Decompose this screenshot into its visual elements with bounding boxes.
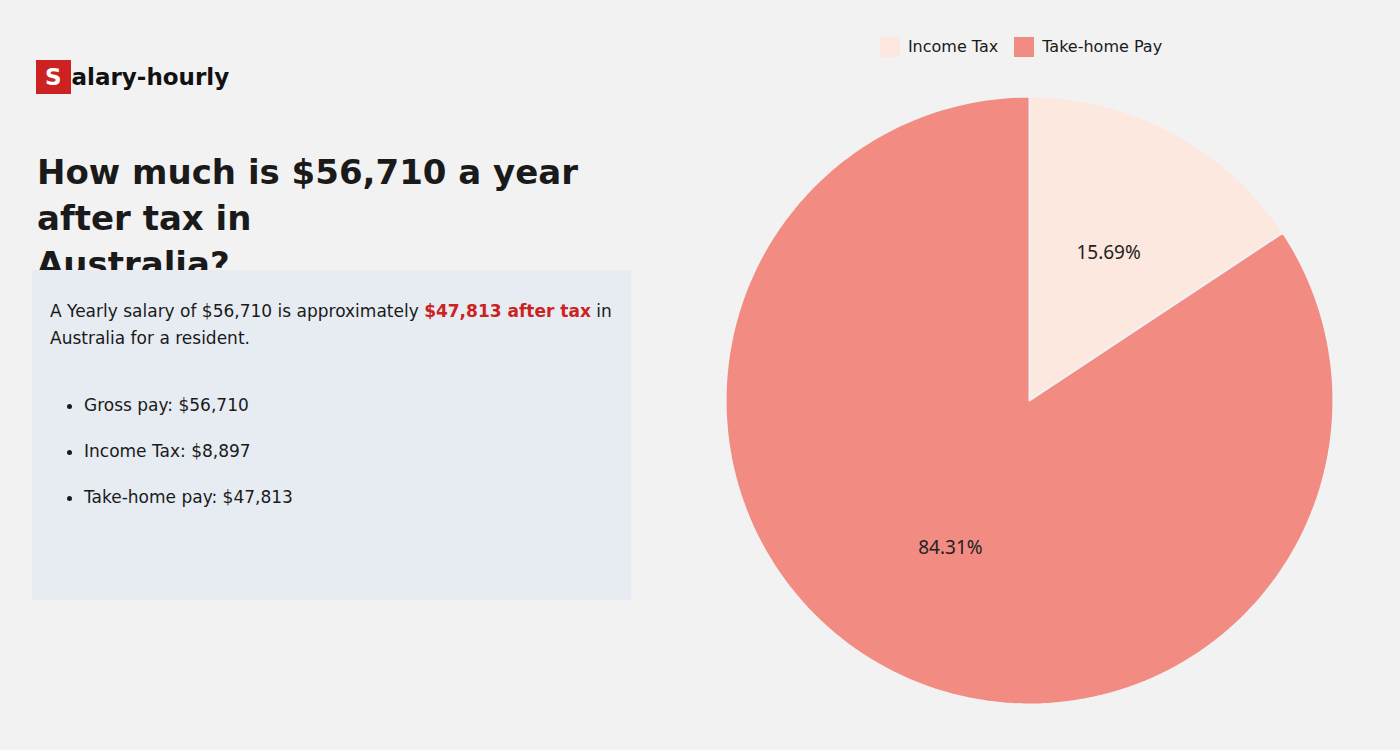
html-text:alary-hourly: alary-hourly [71,64,230,90]
svg-text:15.69%: 15.69% [1076,239,1140,265]
html-text:Australia for a resident.: Australia for a resident. [50,328,250,349]
html-text:S: S [45,64,62,90]
html-text:A Yearly salary of $56,710 is: A Yearly salary of $56,710 is approximat… [50,301,612,321]
html-text:Take-home Pay: Take-home Pay [1042,37,1163,56]
html-text:Income Tax: Income Tax [907,37,999,56]
html-text:Take-home pay: $47,813: Take-home pay: $47,813 [84,487,293,507]
html-text:Income Tax: $8,897: Income Tax: $8,897 [84,441,251,461]
html-text:Gross pay: $56,710: Gross pay: $56,710 [84,395,249,415]
svg-text:84.31%: 84.31% [918,534,982,560]
html-text:How much is $56,710 a year aft: How much is $56,710 a year after tax in … [37,152,578,284]
